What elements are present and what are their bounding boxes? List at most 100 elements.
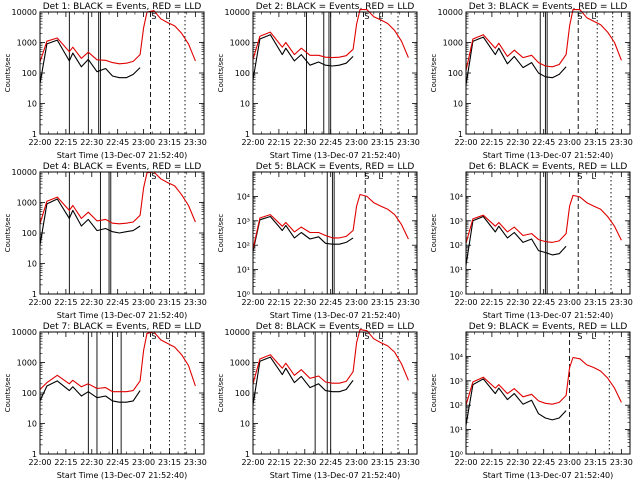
- annotation-l: L: [592, 12, 597, 21]
- x-tick-label: 22:00: [28, 138, 51, 147]
- x-tick-label: 23:15: [158, 138, 181, 147]
- y-tick-label: 10⁰: [237, 290, 250, 299]
- plot-frame: [39, 11, 205, 135]
- y-tick-label: 1000: [230, 39, 250, 48]
- annotation-l: L: [166, 172, 171, 181]
- y-tick-label: 1: [32, 130, 37, 139]
- x-axis-label: Start Time (13-Dec-07 21:52:40): [57, 471, 188, 480]
- x-tick-label: 23:30: [610, 298, 633, 307]
- y-axis-label: Counts/sec: [4, 54, 12, 93]
- events-series-line: [39, 39, 141, 84]
- x-tick-label: 23:00: [132, 458, 155, 467]
- annotation-s: S: [577, 12, 582, 21]
- annotation-l: L: [379, 172, 384, 181]
- y-tick-label: 10¹: [237, 266, 250, 275]
- y-axis-label: Counts/sec: [430, 54, 438, 93]
- x-axis-label: Start Time (13-Dec-07 21:52:40): [483, 471, 614, 480]
- x-axis-label: Start Time (13-Dec-07 21:52:40): [270, 151, 401, 160]
- x-tick-label: 23:30: [184, 298, 207, 307]
- y-tick-label: 10000: [12, 328, 37, 337]
- annotation-s: S: [151, 332, 156, 341]
- detector-panel-8: Det 8: BLACK = Events, RED = LLD Counts/s…: [217, 322, 420, 480]
- x-axis-label: Start Time (13-Dec-07 21:52:40): [270, 311, 401, 320]
- x-tick-label: 22:15: [267, 298, 290, 307]
- detector-panel-9: Det 9: BLACK = Events, RED = LLD Counts/s…: [430, 322, 633, 480]
- lld-series-line: [465, 194, 622, 244]
- annotation-l: L: [592, 332, 597, 341]
- x-tick-label: 23:30: [397, 298, 420, 307]
- y-tick-label: 10⁰: [450, 290, 463, 299]
- x-tick-label: 22:45: [106, 298, 129, 307]
- annotation-s: S: [577, 332, 582, 341]
- events-series-line: [252, 215, 354, 252]
- y-tick-label: 10: [240, 420, 250, 429]
- annotation-s: S: [364, 12, 369, 21]
- y-tick-label: 10: [27, 420, 37, 429]
- x-tick-label: 23:15: [584, 298, 607, 307]
- annotation-s: S: [151, 172, 156, 181]
- lld-series-line: [252, 329, 409, 384]
- y-tick-label: 10³: [450, 377, 463, 386]
- y-tick-label: 10: [453, 100, 463, 109]
- events-series-line: [39, 380, 141, 403]
- y-tick-label: 10000: [12, 8, 37, 17]
- x-tick-label: 23:15: [371, 138, 394, 147]
- y-axis-label: Counts/sec: [4, 214, 12, 253]
- x-tick-label: 22:30: [506, 458, 529, 467]
- x-axis-label: Start Time (13-Dec-07 21:52:40): [57, 311, 188, 320]
- y-axis-label: Counts/sec: [217, 54, 225, 93]
- panel-title: Det 2: BLACK = Events, RED = LLD: [256, 2, 415, 12]
- lld-series-line: [39, 10, 196, 65]
- x-axis-label: Start Time (13-Dec-07 21:52:40): [270, 471, 401, 480]
- x-tick-label: 22:45: [106, 138, 129, 147]
- lld-series-line: [252, 193, 409, 250]
- y-tick-label: 1000: [230, 359, 250, 368]
- x-tick-label: 22:00: [241, 458, 264, 467]
- x-tick-label: 22:45: [532, 138, 555, 147]
- y-axis-label: Counts/sec: [217, 214, 225, 253]
- plot-frame: [39, 171, 205, 295]
- y-tick-label: 10²: [450, 401, 463, 410]
- x-tick-label: 23:15: [584, 138, 607, 147]
- x-tick-label: 22:00: [454, 298, 477, 307]
- x-tick-label: 23:00: [345, 458, 368, 467]
- x-axis-label: Start Time (13-Dec-07 21:52:40): [57, 151, 188, 160]
- y-tick-label: 10²: [237, 241, 250, 250]
- y-tick-label: 10000: [438, 8, 463, 17]
- detector-panel-5: Det 5: BLACK = Events, RED = LLD Counts/s…: [217, 162, 420, 320]
- x-tick-label: 22:30: [506, 138, 529, 147]
- events-series-line: [465, 215, 567, 266]
- events-series-line: [252, 34, 354, 80]
- y-tick-label: 10³: [237, 217, 250, 226]
- events-series-line: [465, 36, 567, 86]
- y-tick-label: 1: [245, 450, 250, 459]
- x-tick-label: 22:00: [28, 458, 51, 467]
- y-tick-label: 10⁴: [450, 192, 463, 201]
- annotation-s: S: [151, 12, 156, 21]
- x-tick-label: 22:45: [532, 298, 555, 307]
- x-tick-label: 22:30: [293, 138, 316, 147]
- annotation-s: S: [577, 172, 582, 181]
- annotation-l: L: [379, 332, 384, 341]
- x-tick-label: 23:00: [345, 138, 368, 147]
- y-tick-label: 100: [22, 389, 37, 398]
- x-tick-label: 23:00: [558, 298, 581, 307]
- lld-series-line: [465, 356, 622, 406]
- panel-title: Det 6: BLACK = Events, RED = LLD: [469, 162, 628, 172]
- x-tick-label: 22:30: [80, 138, 103, 147]
- x-tick-label: 22:30: [293, 298, 316, 307]
- annotation-l: L: [379, 12, 384, 21]
- x-tick-label: 22:45: [319, 138, 342, 147]
- x-tick-label: 22:00: [28, 298, 51, 307]
- events-series-line: [39, 198, 141, 246]
- panel-title: Det 4: BLACK = Events, RED = LLD: [43, 162, 202, 172]
- x-axis-label: Start Time (13-Dec-07 21:52:40): [483, 151, 614, 160]
- y-tick-label: 100: [22, 69, 37, 78]
- y-tick-label: 10: [27, 100, 37, 109]
- x-tick-label: 23:30: [397, 458, 420, 467]
- x-tick-label: 22:15: [267, 138, 290, 147]
- y-axis-label: Counts/sec: [430, 374, 438, 413]
- x-tick-label: 23:15: [371, 298, 394, 307]
- x-tick-label: 22:45: [106, 458, 129, 467]
